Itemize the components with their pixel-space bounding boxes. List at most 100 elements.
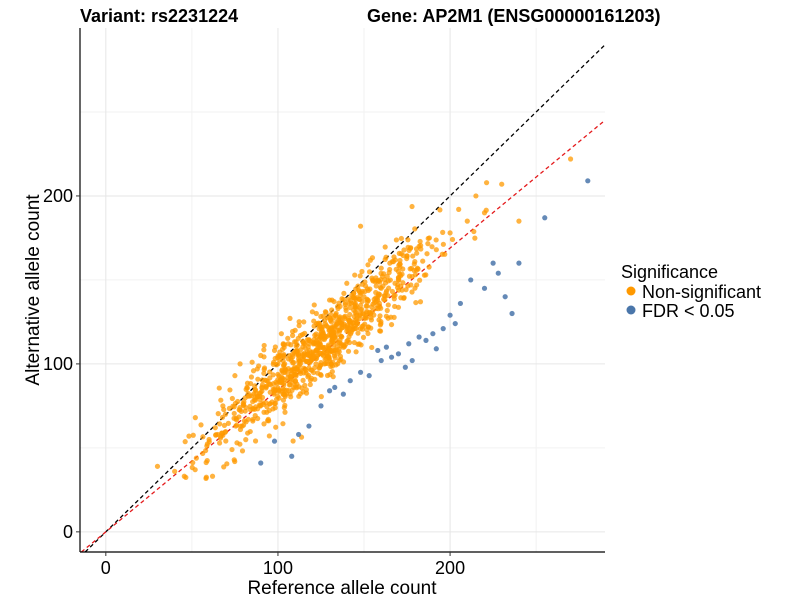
point-non-significant <box>358 290 364 296</box>
point-non-significant <box>372 279 378 285</box>
point-non-significant <box>318 313 324 320</box>
legend: Significance Non-significant FDR < 0.05 <box>621 262 761 321</box>
point-non-significant <box>423 272 429 278</box>
point-non-significant <box>280 370 286 376</box>
point-fdr-significant <box>406 341 412 347</box>
point-non-significant <box>282 342 288 348</box>
point-non-significant <box>275 353 281 359</box>
point-non-significant <box>343 307 349 314</box>
point-non-significant <box>249 359 255 365</box>
point-fdr-significant <box>402 364 408 370</box>
point-non-significant <box>300 377 306 383</box>
point-non-significant <box>307 381 313 388</box>
point-non-significant <box>384 307 390 314</box>
point-non-significant <box>247 380 254 387</box>
point-non-significant <box>231 415 237 421</box>
point-fdr-significant <box>585 178 591 184</box>
point-non-significant <box>330 359 336 365</box>
point-non-significant <box>315 320 322 326</box>
point-non-significant <box>409 203 415 210</box>
point-non-significant <box>366 269 373 275</box>
point-non-significant <box>269 399 275 405</box>
point-non-significant <box>375 291 382 297</box>
point-non-significant <box>401 247 407 253</box>
point-non-significant <box>265 418 271 424</box>
point-non-significant <box>328 348 335 354</box>
point-non-significant <box>440 229 446 235</box>
point-non-significant <box>216 385 222 391</box>
point-non-significant <box>182 439 188 445</box>
point-non-significant <box>261 421 267 427</box>
point-non-significant <box>272 344 278 350</box>
point-non-significant <box>261 370 267 376</box>
point-non-significant <box>192 467 198 473</box>
point-fdr-significant <box>481 285 488 291</box>
identity-line <box>84 44 606 553</box>
point-non-significant <box>399 287 405 293</box>
point-fdr-significant <box>340 391 346 397</box>
point-non-significant <box>300 343 306 350</box>
point-non-significant <box>337 353 344 359</box>
point-non-significant <box>312 364 318 371</box>
point-non-significant <box>331 334 338 340</box>
point-non-significant <box>257 396 263 403</box>
point-non-significant <box>385 302 391 308</box>
point-non-significant <box>346 317 353 323</box>
point-non-significant <box>472 235 478 241</box>
point-non-significant <box>295 335 301 341</box>
point-non-significant <box>322 335 328 341</box>
point-non-significant <box>261 365 268 371</box>
point-non-significant <box>381 271 387 277</box>
point-non-significant <box>250 406 256 412</box>
point-non-significant <box>229 446 235 453</box>
point-non-significant <box>241 418 247 424</box>
point-non-significant <box>357 326 364 332</box>
point-non-significant <box>338 333 344 339</box>
point-non-significant <box>293 343 299 349</box>
point-fdr-significant <box>383 344 389 350</box>
legend-swatch-fdr <box>626 305 636 315</box>
point-non-significant <box>395 275 402 281</box>
point-fdr-significant <box>416 334 422 340</box>
point-non-significant <box>296 319 302 325</box>
point-non-significant <box>261 342 267 349</box>
point-non-significant <box>424 251 430 257</box>
point-non-significant <box>345 337 351 343</box>
point-non-significant <box>336 315 342 321</box>
point-non-significant <box>471 228 477 235</box>
point-non-significant <box>442 251 448 257</box>
y-tick-label: 200 <box>43 186 73 206</box>
point-non-significant <box>287 315 293 321</box>
point-non-significant <box>248 374 255 380</box>
point-non-significant <box>316 365 322 371</box>
point-non-significant <box>342 302 348 308</box>
point-non-significant <box>250 368 257 374</box>
point-fdr-significant <box>357 369 364 375</box>
point-non-significant <box>303 367 309 374</box>
point-non-significant <box>270 372 276 378</box>
point-fdr-significant <box>452 320 458 327</box>
point-non-significant <box>414 250 420 256</box>
x-tick-label: 0 <box>101 558 111 578</box>
point-non-significant <box>365 297 371 303</box>
point-fdr-significant <box>395 351 402 357</box>
point-non-significant <box>352 272 358 278</box>
point-non-significant <box>288 355 294 362</box>
point-non-significant <box>239 448 246 454</box>
point-non-significant <box>375 297 381 303</box>
point-non-significant <box>378 305 384 311</box>
point-non-significant <box>367 286 373 292</box>
point-non-significant <box>357 223 364 229</box>
point-fdr-significant <box>378 357 384 364</box>
point-non-significant <box>426 264 432 270</box>
point-non-significant <box>235 398 241 405</box>
point-non-significant <box>417 238 423 245</box>
point-non-significant <box>368 325 374 331</box>
point-non-significant <box>288 374 294 380</box>
point-non-significant <box>567 156 574 162</box>
point-non-significant <box>310 349 316 355</box>
point-non-significant <box>300 389 306 395</box>
point-non-significant <box>289 332 296 339</box>
point-non-significant <box>233 423 239 429</box>
point-non-significant <box>404 255 410 262</box>
